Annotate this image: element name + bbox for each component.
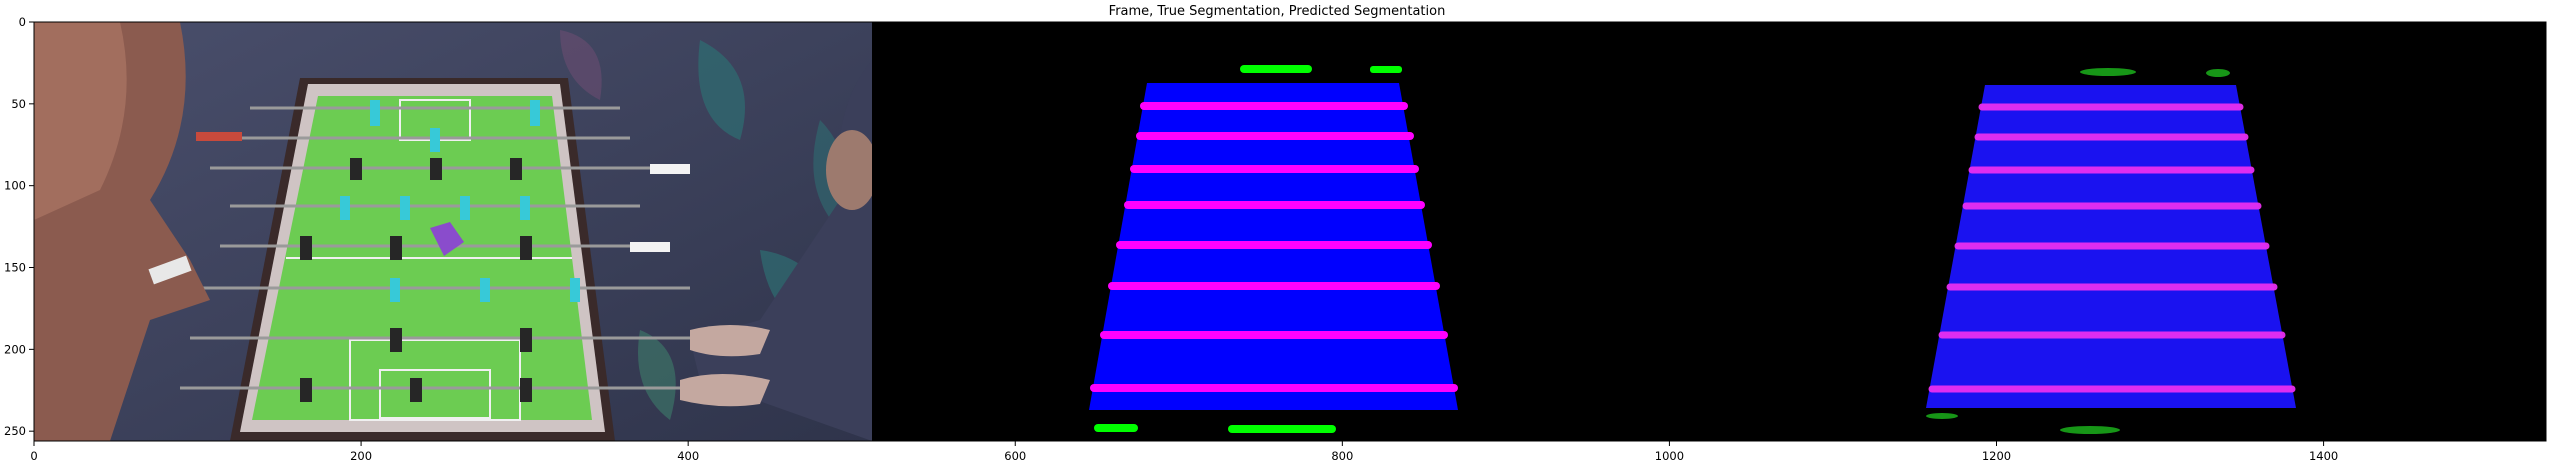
predicted-segmentation-panel	[1708, 22, 2546, 441]
x-tick-label: 1200	[1982, 449, 2011, 463]
x-tick-label: 600	[1004, 449, 1026, 463]
figure-title: Frame, True Segmentation, Predicted Segm…	[1108, 4, 1446, 19]
x-tick-label: 800	[1331, 449, 1353, 463]
y-tick-label: 150	[4, 261, 26, 275]
y-tick-label: 250	[4, 424, 26, 438]
y-tick-label: 0	[19, 15, 26, 29]
y-tick-label: 50	[11, 97, 26, 111]
plot-frame	[33, 21, 2547, 442]
true-segmentation-panel	[872, 22, 1708, 441]
x-axis: 0 200 400 600 800 1000 1200 1400	[30, 441, 2338, 463]
x-tick-label: 200	[350, 449, 372, 463]
y-tick-label: 200	[4, 342, 26, 356]
y-tick-label: 100	[4, 179, 26, 193]
x-tick-label: 400	[677, 449, 699, 463]
x-tick-label: 1000	[1655, 449, 1684, 463]
x-tick-label: 1400	[2309, 449, 2338, 463]
frame-panel	[34, 22, 878, 441]
y-axis: 0 50 100 150 200 250	[4, 15, 34, 438]
x-tick-label: 0	[30, 449, 37, 463]
